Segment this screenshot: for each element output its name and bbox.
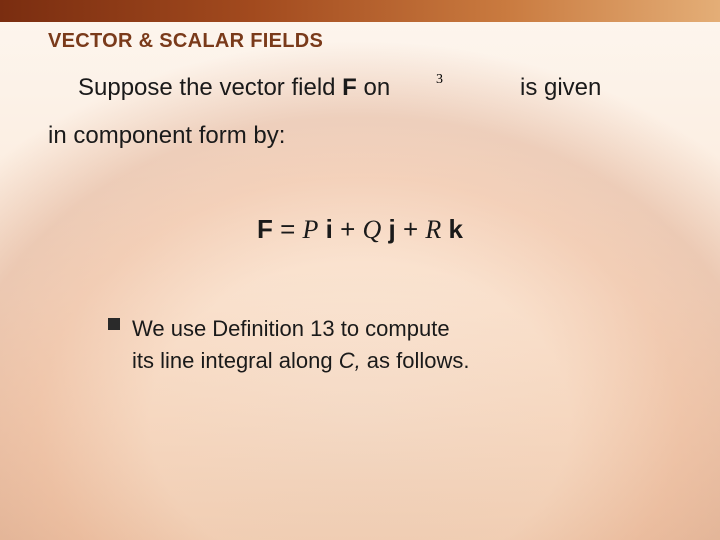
intro-text-a: Suppose the vector field	[78, 74, 342, 101]
top-accent-bar	[0, 0, 720, 22]
intro-text-b: on	[357, 74, 390, 101]
bullet-line-2: its line integral along C, as follows.	[132, 348, 470, 374]
intro-line-1-right: is given	[520, 74, 601, 102]
bullet-item: We use Definition 13 to compute its line…	[132, 316, 470, 374]
intro-line-1-left: Suppose the vector field F on	[78, 74, 390, 102]
formula: F = P i + Q j + R k	[0, 214, 720, 245]
formula-eq: =	[273, 214, 303, 244]
square-bullet-icon	[108, 318, 120, 330]
bullet-C: C,	[339, 348, 361, 373]
bullet-line2-b: as follows.	[361, 348, 470, 373]
formula-Q: Q	[363, 215, 382, 244]
formula-P: P	[303, 215, 319, 244]
formula-k: k	[441, 214, 463, 244]
slide-header: VECTOR & SCALAR FIELDS	[48, 30, 323, 53]
r3-superscript: 3	[436, 72, 443, 88]
slide: VECTOR & SCALAR FIELDS Suppose the vecto…	[0, 0, 720, 540]
formula-R: R	[425, 215, 441, 244]
formula-F: F	[257, 214, 273, 244]
bullet-line-1: We use Definition 13 to compute	[132, 316, 470, 342]
formula-j: j	[381, 214, 395, 244]
formula-i: i	[318, 214, 332, 244]
intro-line-2: in component form by:	[48, 122, 285, 150]
formula-plus1: +	[333, 214, 363, 244]
intro-F: F	[342, 74, 357, 101]
bullet-line2-a: its line integral along	[132, 348, 339, 373]
formula-plus2: +	[396, 214, 426, 244]
header-title: VECTOR & SCALAR FIELDS	[48, 30, 323, 52]
